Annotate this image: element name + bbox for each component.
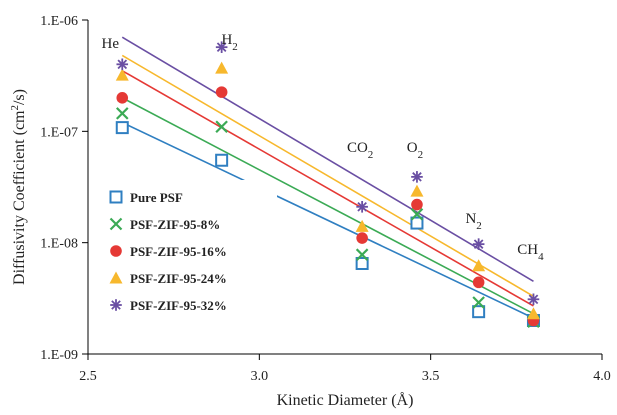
x-tick-label: 3.5 — [422, 369, 440, 384]
gas-label-base: N — [465, 211, 476, 227]
data-point — [410, 184, 424, 197]
data-point — [115, 121, 129, 135]
data-point — [527, 293, 540, 306]
legend-marker — [109, 217, 123, 231]
legend-marker — [110, 299, 122, 311]
x-tick-label: 2.5 — [79, 369, 97, 384]
data-point — [115, 107, 129, 120]
x-axis-title: Kinetic Diameter (Å) — [277, 391, 414, 409]
data-point — [356, 232, 368, 244]
data-point — [215, 86, 228, 98]
data-point — [116, 92, 129, 104]
data-point — [526, 307, 540, 320]
data-point — [411, 171, 423, 183]
data-point — [215, 41, 228, 53]
x-tick-label: 3.0 — [251, 369, 269, 384]
legend-label: PSF-ZIF-95-16% — [130, 244, 227, 259]
data-point — [355, 219, 369, 232]
legend-box — [102, 180, 277, 320]
data-point — [115, 68, 129, 81]
y-tick-label: 1.E-07 — [40, 125, 78, 140]
legend-label: Pure PSF — [130, 190, 183, 205]
data-point — [472, 296, 485, 309]
y-tick-label: 1.E-06 — [40, 14, 78, 29]
data-point — [356, 200, 368, 213]
gas-label: CO2 — [347, 140, 373, 161]
data-point — [215, 61, 229, 74]
x-tick-label: 4.0 — [593, 369, 611, 384]
gas-label: He — [102, 36, 120, 52]
gas-label: O2 — [407, 140, 423, 161]
data-point — [472, 305, 486, 319]
legend-marker — [109, 271, 123, 284]
trend-line — [121, 121, 534, 319]
gas-label-sub: 2 — [368, 149, 374, 161]
trend-line — [121, 36, 534, 282]
trend-line — [121, 97, 534, 315]
gas-label-base: O — [407, 140, 418, 156]
legend-label: PSF-ZIF-95-8% — [130, 217, 220, 232]
data-point — [472, 276, 485, 289]
gas-label-sub: 2 — [418, 149, 424, 161]
y-axis-title: Diffusivity Coefficient (cm2/s) — [9, 89, 28, 285]
legend-marker — [110, 245, 122, 257]
trend-line — [121, 54, 534, 297]
data-point — [410, 216, 424, 230]
gas-label: CH4 — [517, 242, 544, 263]
data-point — [215, 120, 228, 134]
data-point — [355, 256, 369, 270]
data-point — [116, 58, 129, 71]
data-point — [411, 198, 423, 211]
gas-label-base: CH — [517, 242, 538, 258]
y-tick-label: 1.E-09 — [40, 348, 78, 363]
gas-label-sub: 2 — [476, 220, 482, 232]
gas-label-base: He — [102, 36, 120, 52]
gas-label: N2 — [465, 211, 481, 232]
y-tick-label: 1.E-08 — [40, 237, 78, 252]
data-point — [410, 207, 424, 221]
gas-label-sub: 2 — [232, 41, 238, 53]
data-point — [215, 153, 229, 167]
data-point — [472, 259, 486, 272]
gas-label-base: H — [221, 32, 232, 48]
legend-label: PSF-ZIF-95-32% — [130, 298, 227, 313]
legend-marker — [109, 190, 123, 204]
legend-label: PSF-ZIF-95-24% — [130, 271, 227, 286]
trend-line — [121, 70, 534, 307]
gas-label-sub: 4 — [538, 251, 544, 263]
data-point — [472, 238, 485, 250]
data-point — [355, 248, 369, 261]
gas-label: H2 — [221, 32, 237, 53]
gas-label-base: CO — [347, 140, 368, 156]
